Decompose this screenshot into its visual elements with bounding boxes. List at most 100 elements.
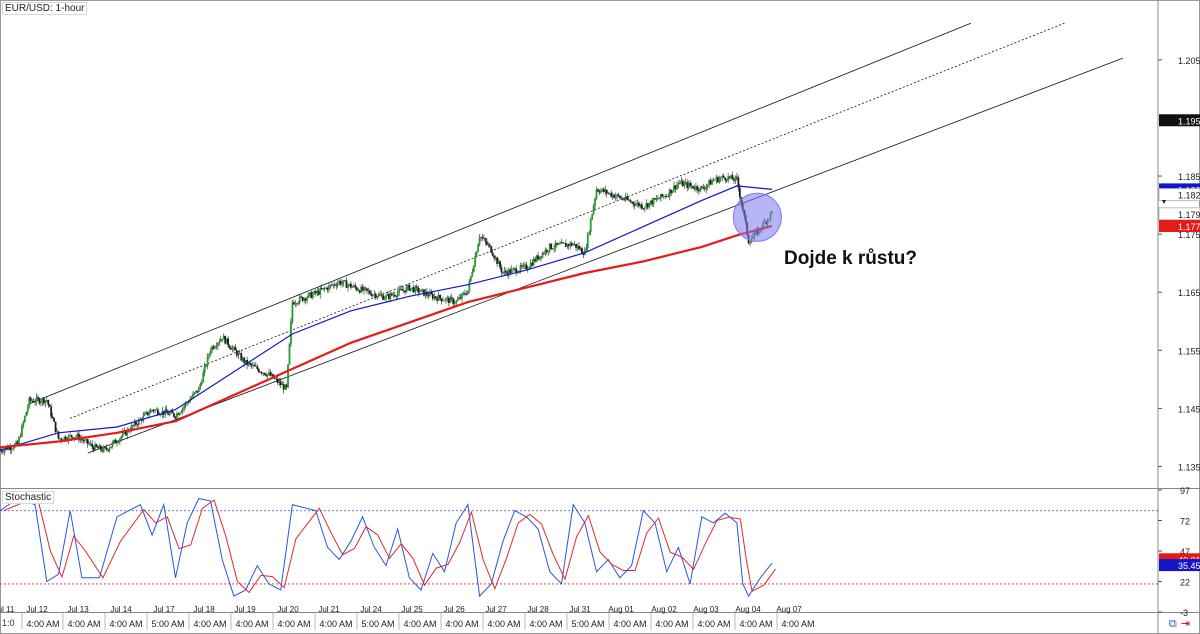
stoch-k-line bbox=[0, 497, 773, 598]
candle-body bbox=[722, 175, 725, 178]
candle-body bbox=[187, 402, 190, 403]
candle-body bbox=[260, 372, 263, 374]
candle-body bbox=[724, 177, 727, 181]
candle-body bbox=[114, 439, 117, 444]
candle-body bbox=[159, 414, 162, 416]
stoch-badge-label: 35.45 bbox=[1178, 561, 1200, 571]
candle-body bbox=[408, 284, 411, 291]
candle-body bbox=[35, 397, 38, 403]
time-label: 5:00 AM bbox=[151, 619, 184, 629]
candle-body bbox=[374, 293, 377, 298]
candle-body bbox=[221, 339, 224, 340]
candle-body bbox=[192, 393, 194, 398]
candle-body bbox=[168, 413, 171, 415]
candle-body bbox=[573, 243, 576, 245]
time-label: 4:00 AM bbox=[613, 619, 646, 629]
price-tick-label: 1.1457 bbox=[1178, 404, 1200, 414]
candle-body bbox=[699, 186, 702, 192]
candle-body bbox=[76, 433, 79, 437]
candle-body bbox=[541, 253, 544, 258]
candle-body bbox=[266, 373, 269, 377]
link-icon[interactable]: ⧉ bbox=[1168, 618, 1177, 630]
candle-body bbox=[598, 191, 601, 193]
candle-body bbox=[319, 288, 322, 295]
candle-body bbox=[208, 354, 210, 356]
candle-body bbox=[395, 296, 398, 297]
candle-body bbox=[686, 182, 689, 188]
candle-body bbox=[351, 286, 354, 288]
candle-body bbox=[344, 280, 346, 281]
candle-body bbox=[676, 184, 678, 190]
candle-body bbox=[376, 296, 379, 298]
candle-body bbox=[611, 194, 614, 197]
price-badge-label: 1.1825 bbox=[1178, 191, 1200, 201]
candle-body bbox=[259, 372, 262, 373]
candle-body bbox=[377, 294, 380, 297]
candle-body bbox=[37, 397, 39, 399]
candle-body bbox=[121, 432, 124, 437]
candle-body bbox=[104, 447, 107, 448]
candle-body bbox=[559, 243, 561, 245]
candle-body bbox=[146, 411, 149, 416]
candle-body bbox=[502, 272, 504, 274]
candle-body bbox=[29, 397, 32, 401]
candle-body bbox=[648, 202, 651, 208]
candle-body bbox=[727, 176, 730, 181]
candle-body bbox=[471, 272, 474, 277]
candle-body bbox=[519, 265, 522, 272]
candle-body bbox=[70, 435, 73, 438]
time-label: 4:00 AM bbox=[67, 619, 100, 629]
candle-body bbox=[257, 369, 260, 373]
candle-body bbox=[336, 283, 339, 287]
candle-body bbox=[3, 449, 6, 453]
candle-body bbox=[322, 287, 325, 290]
candle-body bbox=[294, 303, 297, 305]
candle-body bbox=[211, 346, 213, 351]
candle-body bbox=[450, 297, 453, 299]
candle-body bbox=[154, 409, 156, 412]
time-label: 4:00 AM bbox=[319, 619, 352, 629]
candle-body bbox=[389, 293, 392, 299]
candle-body bbox=[487, 244, 490, 246]
scroll-to-end-icon[interactable]: ⇥ bbox=[1180, 618, 1190, 630]
candle-body bbox=[474, 255, 477, 267]
candle-body bbox=[551, 248, 554, 250]
channel-line-solid bbox=[29, 22, 971, 405]
candle-body bbox=[111, 442, 114, 447]
candle-body bbox=[481, 237, 484, 239]
candle-body bbox=[44, 400, 47, 404]
candle-body bbox=[570, 242, 573, 246]
candle-body bbox=[677, 183, 680, 185]
candle-body bbox=[717, 177, 719, 183]
candle-body bbox=[423, 289, 425, 296]
candle-body bbox=[303, 298, 306, 301]
candle-body bbox=[524, 264, 526, 266]
price-badge bbox=[1159, 114, 1200, 127]
candle-body bbox=[500, 267, 503, 273]
candle-body bbox=[161, 410, 164, 415]
candle-body bbox=[393, 294, 396, 297]
candle-body bbox=[31, 400, 34, 402]
candle-body bbox=[357, 290, 360, 291]
candle-body bbox=[433, 296, 436, 299]
candle-body bbox=[642, 208, 645, 210]
candle-body bbox=[276, 378, 279, 383]
candle-body bbox=[566, 244, 569, 247]
candle-body bbox=[149, 410, 152, 414]
candle-body bbox=[434, 296, 437, 298]
candle-body bbox=[332, 284, 335, 286]
candle-body bbox=[459, 297, 462, 299]
candle-body bbox=[417, 287, 420, 293]
date-label: Jul 14 bbox=[110, 605, 132, 614]
candle-body bbox=[268, 372, 270, 374]
candle-body bbox=[456, 299, 459, 302]
candle-body bbox=[174, 416, 177, 419]
chart-tools[interactable]: ⧉ ⇥ bbox=[1169, 617, 1190, 631]
channel-line-dashed bbox=[70, 22, 1065, 419]
candle-body bbox=[619, 195, 621, 199]
candle-body bbox=[430, 292, 433, 295]
candle-body bbox=[178, 412, 181, 415]
annotation-text: Dojde k růstu? bbox=[784, 248, 918, 269]
candle-body bbox=[458, 297, 461, 300]
